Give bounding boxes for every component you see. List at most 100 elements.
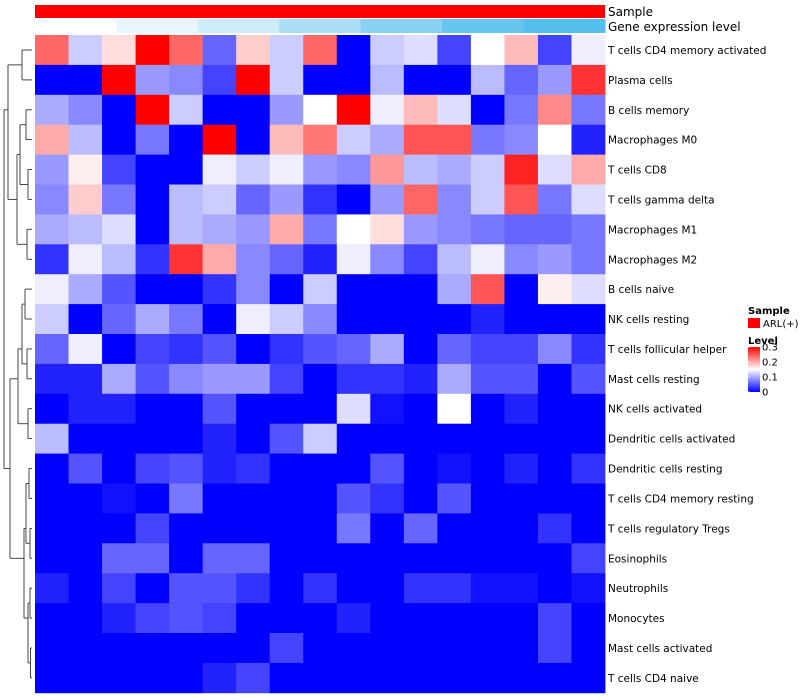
heatmap-cell xyxy=(102,334,136,365)
heatmap-cell xyxy=(303,274,338,305)
heatmap-cell xyxy=(303,214,338,245)
heatmap-cell xyxy=(102,35,136,66)
heatmap-cell xyxy=(35,94,69,126)
heatmap-cell xyxy=(202,633,237,664)
heatmap-cell xyxy=(336,483,371,514)
heatmap-cell xyxy=(571,423,606,454)
heatmap-cell xyxy=(571,214,606,245)
heatmap-cell xyxy=(202,274,237,305)
heatmap-cell xyxy=(35,483,69,514)
heatmap-cell xyxy=(68,334,103,365)
heatmap-cell xyxy=(370,124,405,155)
heatmap-cell xyxy=(169,214,204,245)
heatmap-cell xyxy=(437,483,472,514)
heatmap-cell xyxy=(303,453,338,484)
heatmap-cell xyxy=(571,453,606,484)
heatmap-cell xyxy=(236,633,271,664)
heatmap-cell xyxy=(403,453,438,484)
heatmap-cell xyxy=(537,603,572,634)
heatmap-cell xyxy=(571,633,606,664)
heatmap-cell xyxy=(537,662,572,694)
heatmap-cell xyxy=(537,334,572,365)
heatmap-cell xyxy=(470,363,505,395)
heatmap-cell xyxy=(504,363,539,395)
heatmap-cell xyxy=(102,363,136,395)
heatmap-cell xyxy=(470,94,505,126)
heatmap-cell xyxy=(336,94,371,126)
heatmap-cell xyxy=(336,662,371,694)
heatmap-cell xyxy=(571,35,606,66)
heatmap-cell xyxy=(504,274,539,305)
heatmap-cell xyxy=(370,184,405,215)
heatmap-cell xyxy=(403,662,438,694)
heatmap-cell xyxy=(68,184,103,215)
heatmap-cell xyxy=(35,633,69,664)
heatmap-cell xyxy=(35,513,69,544)
heatmap-cell xyxy=(437,363,472,395)
heatmap-cell xyxy=(504,154,539,185)
heatmap-cell xyxy=(370,662,405,694)
heatmap-cell xyxy=(403,154,438,185)
colorbar-tick-label: 0.1 xyxy=(762,373,778,384)
heatmap-cell xyxy=(169,94,204,126)
heatmap-cell xyxy=(437,393,472,425)
heatmap-cell xyxy=(504,662,539,694)
heatmap-cell xyxy=(470,513,505,544)
row-label: T cells CD4 memory activated xyxy=(607,45,766,57)
heatmap-cell xyxy=(102,274,136,305)
heatmap-cell xyxy=(236,363,271,395)
heatmap-cell xyxy=(403,334,438,365)
heatmap-cell xyxy=(303,94,338,126)
heatmap-cell xyxy=(370,334,405,365)
heatmap-cell xyxy=(202,214,237,245)
heatmap-cell xyxy=(504,35,539,66)
heatmap-cell xyxy=(236,603,271,634)
heatmap-cell xyxy=(437,35,472,66)
heatmap-cell xyxy=(303,35,338,66)
heatmap-cell xyxy=(336,154,371,185)
heatmap-cell xyxy=(370,154,405,185)
heatmap-cell xyxy=(336,513,371,544)
heatmap-cell xyxy=(504,304,539,335)
heatmap-cell xyxy=(135,94,170,126)
heatmap-cell xyxy=(437,124,472,155)
heatmap-cell xyxy=(303,423,338,454)
heatmap-cell xyxy=(504,64,539,96)
heatmap-cell xyxy=(35,244,69,275)
heatmap-cell xyxy=(470,393,505,425)
heatmap-cell xyxy=(470,662,505,694)
row-dendrogram xyxy=(3,49,32,679)
heatmap-cell xyxy=(269,304,304,335)
heatmap-cell xyxy=(102,483,136,514)
heatmap-cell xyxy=(68,633,103,664)
sample-legend-title: Sample xyxy=(748,306,790,317)
heatmap-cell xyxy=(269,334,304,365)
heatmap-cell xyxy=(303,334,338,365)
heatmap-cell xyxy=(35,334,69,365)
heatmap-cell xyxy=(102,304,136,335)
heatmap-cell xyxy=(169,304,204,335)
heatmap-cell xyxy=(236,573,271,604)
row-label: T cells regulatory Tregs xyxy=(607,523,730,535)
heatmap-cell xyxy=(169,423,204,454)
heatmap-cell xyxy=(35,603,69,634)
heatmap-cell xyxy=(169,453,204,484)
heatmap-cell xyxy=(135,483,170,514)
heatmap-cell xyxy=(269,573,304,604)
heatmap-cell xyxy=(437,603,472,634)
heatmap-cell xyxy=(35,214,69,245)
heatmap-cell xyxy=(236,244,271,275)
heatmap-cell xyxy=(336,633,371,664)
heatmap-cell xyxy=(470,274,505,305)
heatmap-cell xyxy=(537,214,572,245)
heatmap-cell xyxy=(370,363,405,395)
colorbar-tick-label: 0.3 xyxy=(762,343,778,354)
heatmap-cell xyxy=(135,662,170,694)
heatmap-cell xyxy=(537,244,572,275)
heatmap-cell xyxy=(571,513,606,544)
heatmap-cell xyxy=(169,513,204,544)
heatmap-cell xyxy=(470,244,505,275)
heatmap-cell xyxy=(370,274,405,305)
heatmap-cell xyxy=(269,662,304,694)
heatmap-cell xyxy=(236,184,271,215)
